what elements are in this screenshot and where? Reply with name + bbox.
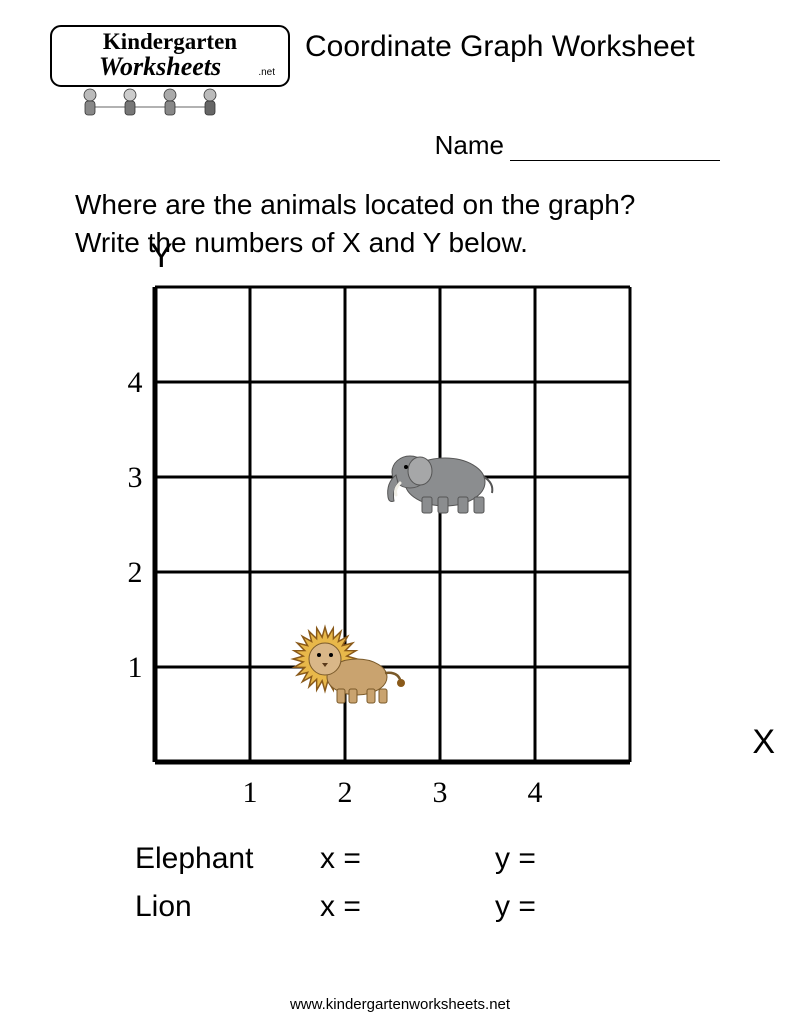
answer-row: Elephant x = y =: [135, 842, 750, 876]
footer-url: www.kindergartenworksheets.net: [0, 996, 800, 1013]
x-tick: 1: [243, 776, 258, 809]
x-tick: 2: [338, 776, 353, 809]
header: Kindergarten Worksheets .net Coordinate …: [50, 25, 750, 120]
answer-label: Elephant: [135, 842, 275, 876]
name-input-line[interactable]: [510, 160, 720, 161]
x-tick: 4: [528, 776, 543, 809]
logo-line2: Worksheets: [99, 52, 221, 81]
answer-row: Lion x = y =: [135, 890, 750, 924]
y-tick: 2: [128, 556, 143, 589]
elephant-icon: [388, 456, 493, 513]
x-prompt[interactable]: x =: [320, 890, 450, 924]
x-axis-label: X: [752, 723, 775, 762]
answer-section: Elephant x = y = Lion x = y =: [135, 842, 750, 924]
lion-icon: [293, 627, 405, 703]
logo: Kindergarten Worksheets .net: [50, 25, 290, 120]
y-prompt[interactable]: y =: [495, 890, 625, 924]
answer-label: Lion: [135, 890, 275, 924]
x-tick: 3: [433, 776, 448, 809]
x-prompt[interactable]: x =: [320, 842, 450, 876]
worksheet-title: Coordinate Graph Worksheet: [305, 30, 695, 64]
instructions: Where are the animals located on the gra…: [75, 186, 740, 262]
coordinate-graph: Y X 12341234: [105, 282, 725, 817]
graph-grid: 1 2 3 4 1 2 3 4: [105, 282, 635, 817]
y-axis-label: Y: [150, 237, 173, 276]
y-tick: 4: [128, 366, 143, 399]
y-prompt[interactable]: y =: [495, 842, 625, 876]
logo-domain: .net: [258, 67, 275, 78]
y-tick: 1: [128, 651, 143, 684]
logo-line1: Kindergarten: [103, 29, 237, 54]
name-row: Name: [50, 130, 720, 161]
y-tick: 3: [128, 461, 143, 494]
name-label: Name: [435, 130, 504, 160]
